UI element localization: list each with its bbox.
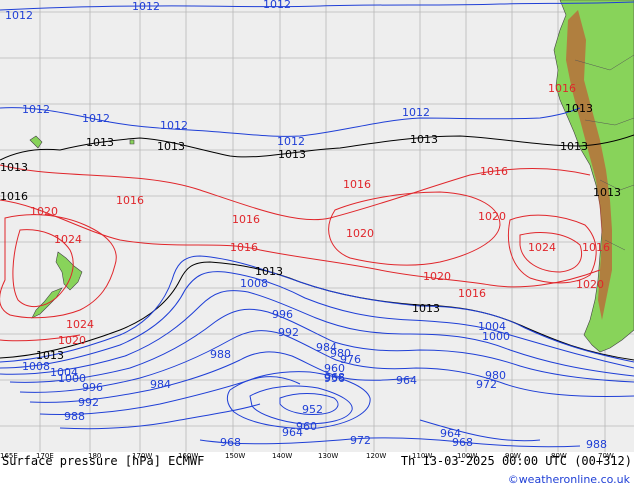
- longitude-tick: 160W: [178, 452, 199, 460]
- isobar-label: 1024: [54, 233, 82, 246]
- isobar-label: 1013: [412, 302, 440, 315]
- isobar-label: 1012: [22, 103, 50, 116]
- isobar-label: 968: [220, 436, 241, 449]
- isobar-label: 1000: [482, 330, 510, 343]
- isobar-label: 1020: [478, 210, 506, 223]
- isobar-label: 964: [396, 374, 417, 387]
- isobar-label: 980: [485, 369, 506, 382]
- isobar-label: 960: [296, 420, 317, 433]
- longitude-tick: 150W: [225, 452, 246, 460]
- isobar-label: 1013: [410, 133, 438, 146]
- isobar-label: 1016: [232, 213, 260, 226]
- isobar-label: 1008: [22, 360, 50, 373]
- longitude-tick: 180: [88, 452, 102, 460]
- longitude-tick: 130W: [318, 452, 339, 460]
- isobar-label: 996: [82, 381, 103, 394]
- isobar-label: 1013: [278, 148, 306, 161]
- isobars-low: [0, 1, 634, 448]
- isobar-label: 992: [78, 396, 99, 409]
- isobar-label: 1016: [480, 165, 508, 178]
- country-borders: [574, 54, 634, 251]
- longitude-tick: 120W: [366, 452, 387, 460]
- isobar-label: 1016: [582, 241, 610, 254]
- isobar-label: 1013: [0, 161, 28, 174]
- isobar-label: 988: [586, 438, 607, 451]
- isobars-high: [0, 164, 601, 342]
- longitude-tick: 170W: [132, 452, 153, 460]
- isobar-label: 1012: [132, 0, 160, 13]
- isobar-label: 1024: [528, 241, 556, 254]
- pressure-map: 1012 1012 1012 1012 1012 1012 1012 1012 …: [0, 0, 634, 452]
- isobar-label: 972: [476, 378, 497, 391]
- isobar-label: 1012: [277, 135, 305, 148]
- isobar-label: 968: [452, 436, 473, 449]
- longitude-tick: 110W: [412, 452, 433, 460]
- ocean-background: [0, 0, 634, 452]
- isobar-label: 1004: [50, 366, 78, 379]
- new-zealand-north-island: [55, 251, 83, 291]
- isobar-label: 1013: [255, 265, 283, 278]
- isobar-label: 1013: [565, 102, 593, 115]
- isobar-label: 1016: [548, 82, 576, 95]
- isobar-label: 1016: [458, 287, 486, 300]
- isobar-label: 1020: [346, 227, 374, 240]
- longitude-tick: 70W: [598, 452, 614, 460]
- isobar-label: 984: [150, 378, 171, 391]
- isobar-label: 1020: [576, 278, 604, 291]
- isobar-label: 1004: [478, 320, 506, 333]
- isobar-label: 960: [324, 362, 345, 375]
- isobar-label: 1012: [82, 112, 110, 125]
- isobar-label: 1020: [30, 205, 58, 218]
- isobar-labels: 1012 1012 1012 1012 1012 1012 1012 1012 …: [0, 0, 621, 451]
- isobar-label: 1012: [402, 106, 430, 119]
- isobar-label: 964: [282, 426, 303, 439]
- longitude-tick: 100W: [457, 452, 478, 460]
- isobar-label: 1013: [560, 140, 588, 153]
- isobar-label: 1016: [343, 178, 371, 191]
- graticule: [0, 0, 634, 452]
- longitude-tick: 80W: [551, 452, 567, 460]
- isobar-label: 1013: [36, 349, 64, 362]
- isobar-label: 972: [350, 434, 371, 447]
- isobar-label: 952: [302, 403, 323, 416]
- isobar-label: 992: [278, 326, 299, 339]
- isobar-label: 1012: [263, 0, 291, 11]
- valid-time: Th 13-03-2025 00:00 UTC (00+312): [400, 454, 632, 468]
- isobar-label: 1013: [593, 186, 621, 199]
- longitude-tick: 165E: [0, 452, 18, 460]
- isobar-label: 1016: [116, 194, 144, 207]
- isobar-label: 1013: [86, 136, 114, 149]
- isobar-label: 1013: [157, 140, 185, 153]
- isobar-label: 1024: [66, 318, 94, 331]
- map-footer: [0, 452, 634, 490]
- isobar-label: 1020: [423, 270, 451, 283]
- isobar-label: 980: [330, 347, 351, 360]
- isobar-label: 988: [64, 410, 85, 423]
- isobar-label: 1012: [160, 119, 188, 132]
- longitude-tick: 90W: [505, 452, 521, 460]
- isobar-label: 968: [324, 371, 345, 384]
- isobar-label: 1008: [240, 277, 268, 290]
- isobar-label: 984: [316, 341, 337, 354]
- credit-link[interactable]: ©weatheronline.co.uk: [507, 473, 630, 486]
- isobar-label: 1016: [0, 190, 28, 203]
- isobar-label: 1020: [58, 334, 86, 347]
- isobar-label: 1000: [58, 372, 86, 385]
- isobar-label: 1012: [5, 9, 33, 22]
- andes-highlands: [566, 10, 612, 320]
- isobar-label: 1016: [230, 241, 258, 254]
- longitude-tick: 170E: [36, 452, 54, 460]
- isobar-label: 976: [340, 353, 361, 366]
- isobar-label: 988: [210, 348, 231, 361]
- isobar-label: 956: [324, 372, 345, 385]
- longitude-tick: 140W: [272, 452, 293, 460]
- isobar-label: 964: [440, 427, 461, 440]
- fiji-islands: [29, 135, 135, 149]
- isobar-label: 996: [272, 308, 293, 321]
- map-title: Surface pressure [hPa] ECMWF: [2, 454, 205, 468]
